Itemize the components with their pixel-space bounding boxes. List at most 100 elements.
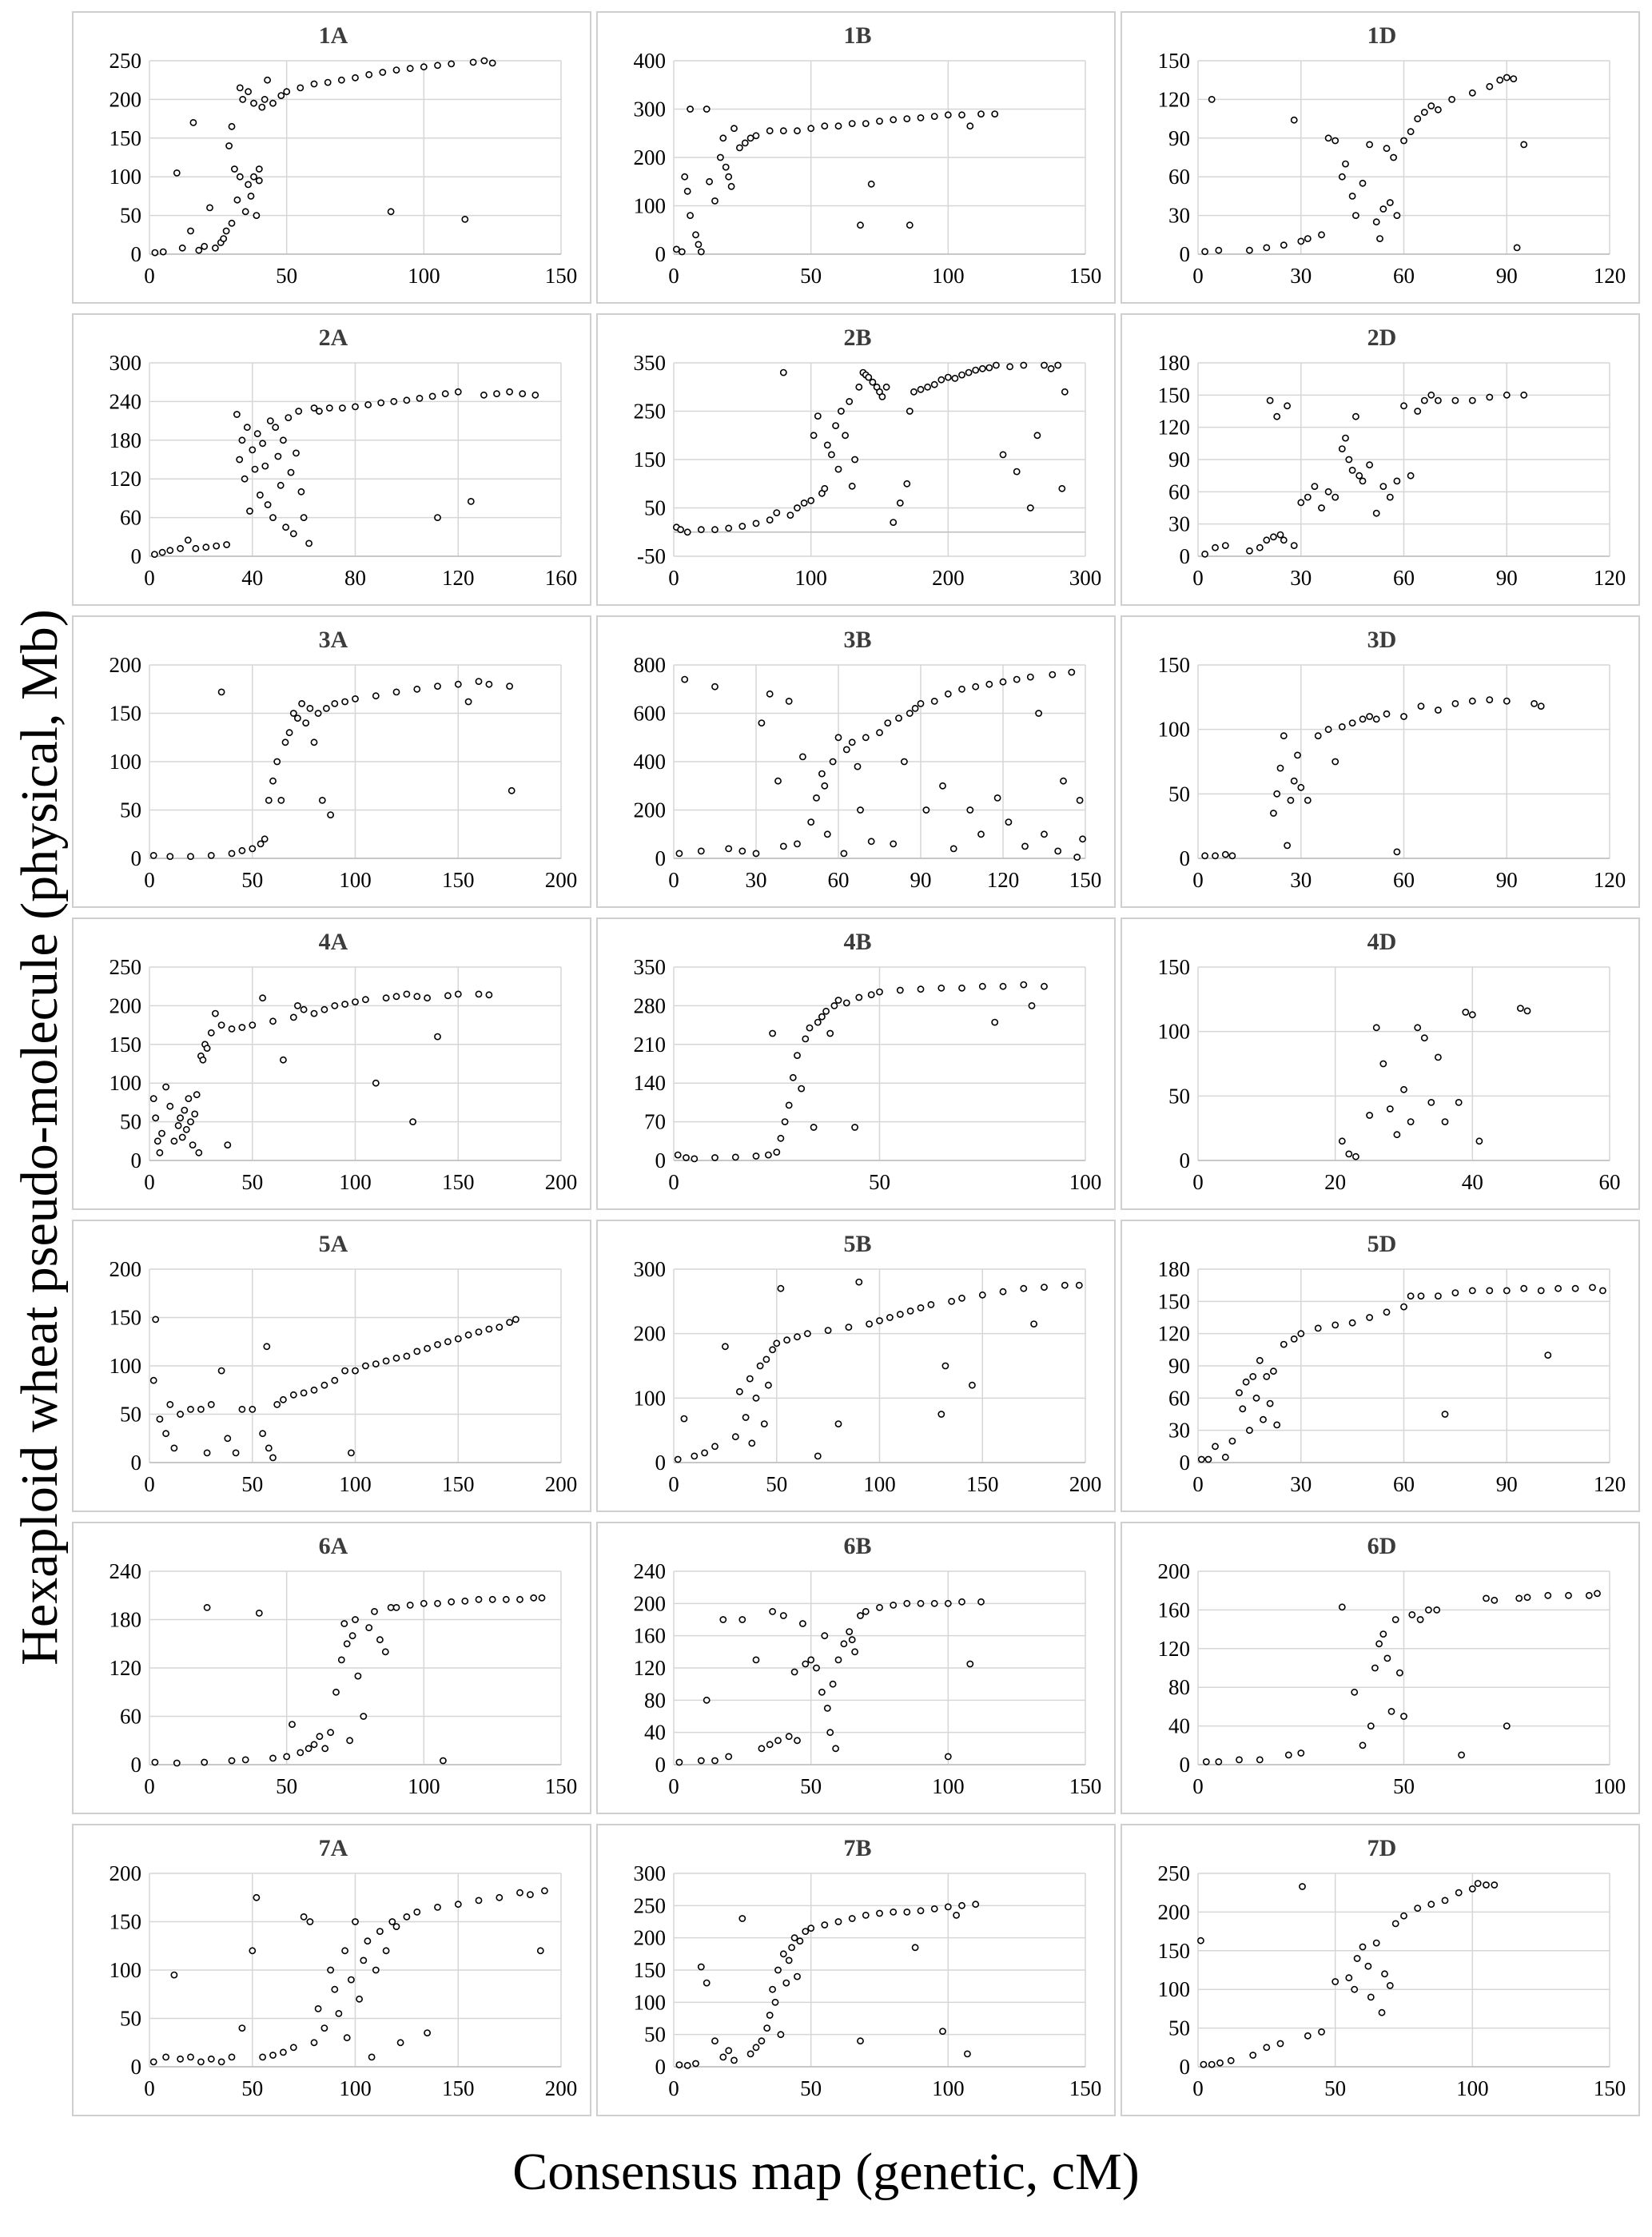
- data-point: [388, 1918, 396, 1925]
- data-point: [238, 1405, 246, 1413]
- y-tick-label: 250: [1158, 1861, 1191, 1885]
- data-point: [1359, 179, 1367, 187]
- data-point: [716, 153, 724, 161]
- x-axis-title: Consensus map (genetic, cM): [512, 2143, 1140, 2201]
- data-point: [773, 1339, 781, 1347]
- data-point: [687, 212, 694, 219]
- data-point: [1537, 703, 1545, 710]
- data-point: [246, 508, 253, 515]
- data-point: [937, 1411, 945, 1418]
- data-point: [814, 1452, 822, 1460]
- data-point: [777, 1134, 785, 1142]
- data-point: [764, 1381, 772, 1389]
- data-point: [289, 1391, 297, 1399]
- chart-panel-7b: 7B 0 50 100 150 200 250 300 0 50 100 150: [596, 1824, 1116, 2116]
- panel-title: 2A: [319, 324, 348, 351]
- data-point: [675, 850, 683, 858]
- y-tick-label: 100: [1158, 1020, 1191, 1044]
- data-point: [906, 710, 914, 717]
- data-point: [837, 408, 845, 415]
- data-point: [261, 835, 269, 843]
- data-point: [1020, 1284, 1028, 1292]
- data-point: [287, 468, 295, 476]
- data-point: [848, 738, 856, 746]
- data-point: [683, 2061, 691, 2069]
- data-point: [382, 994, 390, 1002]
- data-point: [719, 134, 727, 142]
- panel-title: 3D: [1367, 627, 1397, 653]
- data-point: [1515, 1594, 1523, 1602]
- data-point: [1400, 1713, 1407, 1720]
- data-point: [1351, 412, 1359, 420]
- data-point: [824, 1327, 832, 1334]
- data-point: [779, 1950, 787, 1958]
- y-tick-label: 150: [1158, 955, 1191, 979]
- data-point: [821, 1921, 829, 1929]
- data-point: [475, 1595, 483, 1603]
- data-point: [364, 1937, 372, 1945]
- data-point: [1351, 1985, 1359, 1993]
- data-point: [382, 1947, 390, 1955]
- data-point: [1372, 509, 1380, 517]
- data-point: [906, 1308, 914, 1315]
- data-point: [752, 519, 760, 527]
- y-tick-label: 0: [1180, 242, 1191, 266]
- data-point: [1364, 1962, 1372, 1970]
- data-point: [177, 544, 184, 552]
- data-point: [454, 680, 462, 688]
- data-point: [703, 105, 711, 113]
- data-point: [1383, 1308, 1391, 1316]
- data-point: [1342, 434, 1349, 442]
- data-point: [730, 2056, 738, 2064]
- data-point: [1366, 1112, 1373, 1119]
- data-point: [228, 1025, 236, 1033]
- data-point: [752, 1656, 760, 1664]
- data-point: [1434, 396, 1442, 404]
- data-point: [1061, 388, 1069, 396]
- data-point: [924, 383, 931, 391]
- data-point: [1263, 2044, 1271, 2052]
- data-point: [251, 465, 259, 473]
- data-point: [834, 1420, 842, 1427]
- data-point: [1414, 1905, 1422, 1912]
- x-tick-label: 0: [1192, 868, 1204, 892]
- y-tick-label: 30: [1168, 1419, 1190, 1443]
- data-point: [1496, 76, 1504, 84]
- data-point: [1030, 1320, 1037, 1328]
- data-point: [506, 683, 513, 690]
- data-point: [752, 1152, 760, 1160]
- data-point: [794, 1333, 801, 1341]
- data-point: [769, 1608, 776, 1615]
- data-point: [783, 1336, 790, 1344]
- data-point: [1005, 818, 1013, 826]
- data-point: [1393, 477, 1401, 485]
- data-point: [1393, 848, 1401, 856]
- data-point: [1266, 396, 1274, 404]
- data-point: [876, 729, 883, 737]
- data-point: [1318, 2028, 1325, 2036]
- data-point: [162, 1430, 169, 1438]
- data-point: [207, 2055, 215, 2063]
- data-point: [1197, 1455, 1205, 1463]
- data-point: [1332, 1321, 1340, 1329]
- data-point: [257, 840, 265, 848]
- y-tick-label: 70: [644, 1110, 666, 1134]
- data-point: [807, 1925, 815, 1932]
- data-point: [1345, 1150, 1353, 1158]
- panel-title: 6B: [843, 1533, 871, 1559]
- data-point: [193, 1091, 201, 1099]
- data-point: [1516, 1005, 1524, 1012]
- y-tick-label: 180: [1158, 1257, 1191, 1281]
- data-point: [966, 806, 974, 814]
- data-point: [502, 1595, 510, 1603]
- x-tick-label: 0: [1192, 1170, 1204, 1194]
- data-point: [241, 1756, 249, 1764]
- panel-title: 2B: [843, 324, 871, 351]
- data-point: [1414, 1024, 1422, 1032]
- data-point: [302, 719, 310, 726]
- data-point: [269, 514, 277, 521]
- data-point: [683, 187, 691, 195]
- y-tick-label: 50: [1168, 1084, 1190, 1108]
- data-point: [848, 1915, 856, 1922]
- panel-title: 7D: [1367, 1835, 1397, 1861]
